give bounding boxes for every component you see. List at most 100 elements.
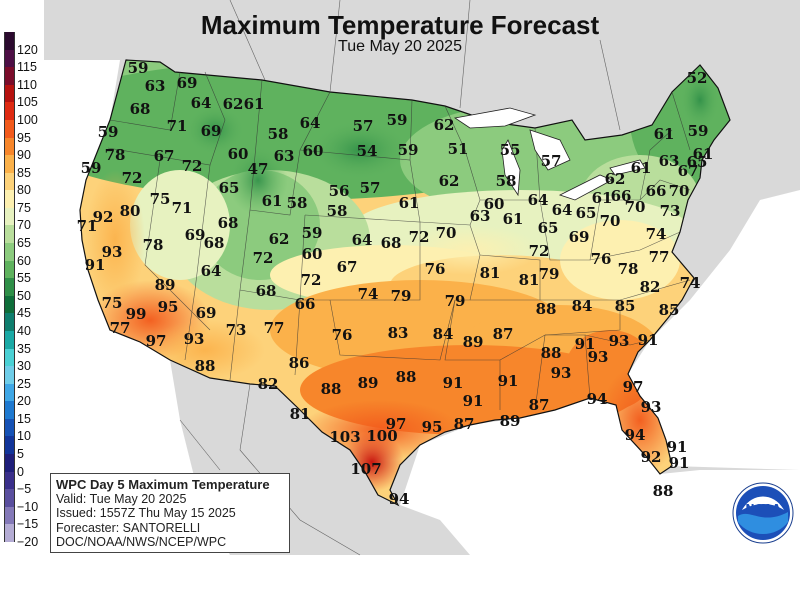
temperature-value: 74 bbox=[680, 274, 701, 292]
temperature-value: 89 bbox=[463, 333, 484, 351]
temperature-value: 74 bbox=[358, 285, 379, 303]
legend-label: 80 bbox=[17, 183, 31, 198]
map-title: Maximum Temperature Forecast bbox=[200, 10, 600, 40]
legend-label: 20 bbox=[17, 394, 31, 409]
temperature-value: 81 bbox=[519, 271, 540, 289]
temperature-value: 72 bbox=[409, 228, 430, 246]
temperature-value: 88 bbox=[536, 300, 557, 318]
temperature-value: 85 bbox=[659, 301, 680, 319]
temperature-value: 65 bbox=[576, 204, 597, 222]
legend-label: 95 bbox=[17, 130, 31, 145]
temperature-value: 69 bbox=[196, 304, 217, 322]
temperature-value: 62 bbox=[439, 172, 460, 190]
legend-swatch bbox=[4, 436, 15, 455]
temperature-value: 64 bbox=[300, 114, 321, 132]
state-boundaries bbox=[107, 71, 691, 411]
temperature-value: 65 bbox=[219, 179, 240, 197]
temperature-value: 76 bbox=[591, 250, 612, 268]
temperature-value: 77 bbox=[264, 319, 285, 337]
info-heading: WPC Day 5 Maximum Temperature bbox=[56, 477, 270, 492]
temperature-value: 61 bbox=[693, 145, 714, 163]
temperature-value: 70 bbox=[600, 212, 621, 230]
temperature-value: 88 bbox=[321, 380, 342, 398]
legend-label: 75 bbox=[17, 200, 31, 215]
temperature-value: 61 bbox=[503, 210, 524, 228]
temperature-value: 69 bbox=[177, 74, 198, 92]
legend-label: 15 bbox=[17, 411, 31, 426]
temperature-value: 85 bbox=[615, 297, 636, 315]
temperature-value: 68 bbox=[204, 234, 225, 252]
temperature-value: 66 bbox=[611, 187, 632, 205]
temperature-value: 62 bbox=[434, 116, 455, 134]
temperature-value: 81 bbox=[290, 405, 311, 423]
legend-swatch bbox=[4, 260, 15, 279]
temperature-value: 94 bbox=[587, 390, 608, 408]
info-box: WPC Day 5 Maximum Temperature Valid: Tue… bbox=[50, 473, 290, 553]
temperature-value: 76 bbox=[332, 326, 353, 344]
legend-label: 5 bbox=[17, 447, 24, 462]
legend-label: 110 bbox=[17, 77, 37, 92]
temperature-value: 95 bbox=[422, 418, 443, 436]
temperature-value: 91 bbox=[667, 438, 688, 456]
map-date: Tue May 20 2025 bbox=[338, 38, 462, 55]
legend-swatch bbox=[4, 524, 15, 542]
temperature-value: 70 bbox=[669, 182, 690, 200]
temperature-value: 60 bbox=[302, 245, 323, 263]
temperature-value: 47 bbox=[248, 160, 269, 178]
temperature-value: 55 bbox=[500, 141, 521, 159]
legend-swatch bbox=[4, 155, 15, 173]
temperature-value: 88 bbox=[396, 368, 417, 386]
temperature-value: 87 bbox=[529, 396, 550, 414]
temperature-value: 57 bbox=[360, 179, 381, 197]
temperature-value: 81 bbox=[480, 264, 501, 282]
temperature-value: 65 bbox=[687, 153, 708, 171]
noaa-logo-icon: NOAA bbox=[732, 482, 794, 544]
temperature-value: 93 bbox=[609, 332, 630, 350]
pacific-ocean bbox=[44, 60, 230, 555]
noaa-logo-text: NOAA bbox=[745, 502, 781, 515]
legend-swatch bbox=[4, 418, 15, 437]
temperature-value: 97 bbox=[386, 415, 407, 433]
temperature-value: 73 bbox=[226, 321, 247, 339]
temperature-value: 56 bbox=[329, 182, 350, 200]
temperature-value: 68 bbox=[381, 234, 402, 252]
legend-label: 100 bbox=[17, 112, 38, 127]
temperature-value: 94 bbox=[389, 490, 410, 508]
legend-swatch bbox=[4, 383, 15, 402]
temperature-value: 83 bbox=[388, 324, 409, 342]
us-border bbox=[79, 59, 731, 507]
temperature-value: 63 bbox=[274, 147, 295, 165]
info-agency: DOC/NOAA/NWS/NCEP/WPC bbox=[56, 534, 227, 549]
temperature-value: 75 bbox=[102, 294, 123, 312]
legend-swatch bbox=[4, 172, 15, 191]
temperature-value: 57 bbox=[353, 117, 374, 135]
temperature-value: 60 bbox=[484, 195, 505, 213]
temperature-value: 93 bbox=[184, 330, 205, 348]
legend-swatch bbox=[4, 49, 15, 68]
temperature-value: 67 bbox=[678, 162, 699, 180]
temperature-value: 78 bbox=[105, 146, 126, 164]
temperature-value: 71 bbox=[172, 199, 193, 217]
legend-label: 30 bbox=[17, 359, 31, 374]
legend-label: 35 bbox=[17, 341, 31, 356]
legend-label: 85 bbox=[17, 165, 31, 180]
temperature-value: 62 bbox=[605, 170, 626, 188]
legend-swatch bbox=[4, 119, 15, 138]
temperature-value: 60 bbox=[228, 145, 249, 163]
legend-swatch bbox=[4, 278, 15, 296]
legend-label: 65 bbox=[17, 236, 31, 251]
temperature-value: 57 bbox=[541, 152, 562, 170]
temperature-value: 63 bbox=[659, 152, 680, 170]
temperature-value: 84 bbox=[433, 325, 454, 343]
atlantic-ocean bbox=[628, 190, 800, 470]
temperature-value: 91 bbox=[638, 331, 659, 349]
temperature-value: 66 bbox=[646, 182, 667, 200]
temperature-value: 87 bbox=[493, 325, 514, 343]
temperature-value: 82 bbox=[258, 375, 279, 393]
legend-swatch bbox=[4, 295, 15, 314]
temperature-value: 84 bbox=[572, 297, 593, 315]
temperature-value: 95 bbox=[158, 298, 179, 316]
temperature-value: 58 bbox=[268, 125, 289, 143]
temperature-value: 79 bbox=[391, 287, 412, 305]
